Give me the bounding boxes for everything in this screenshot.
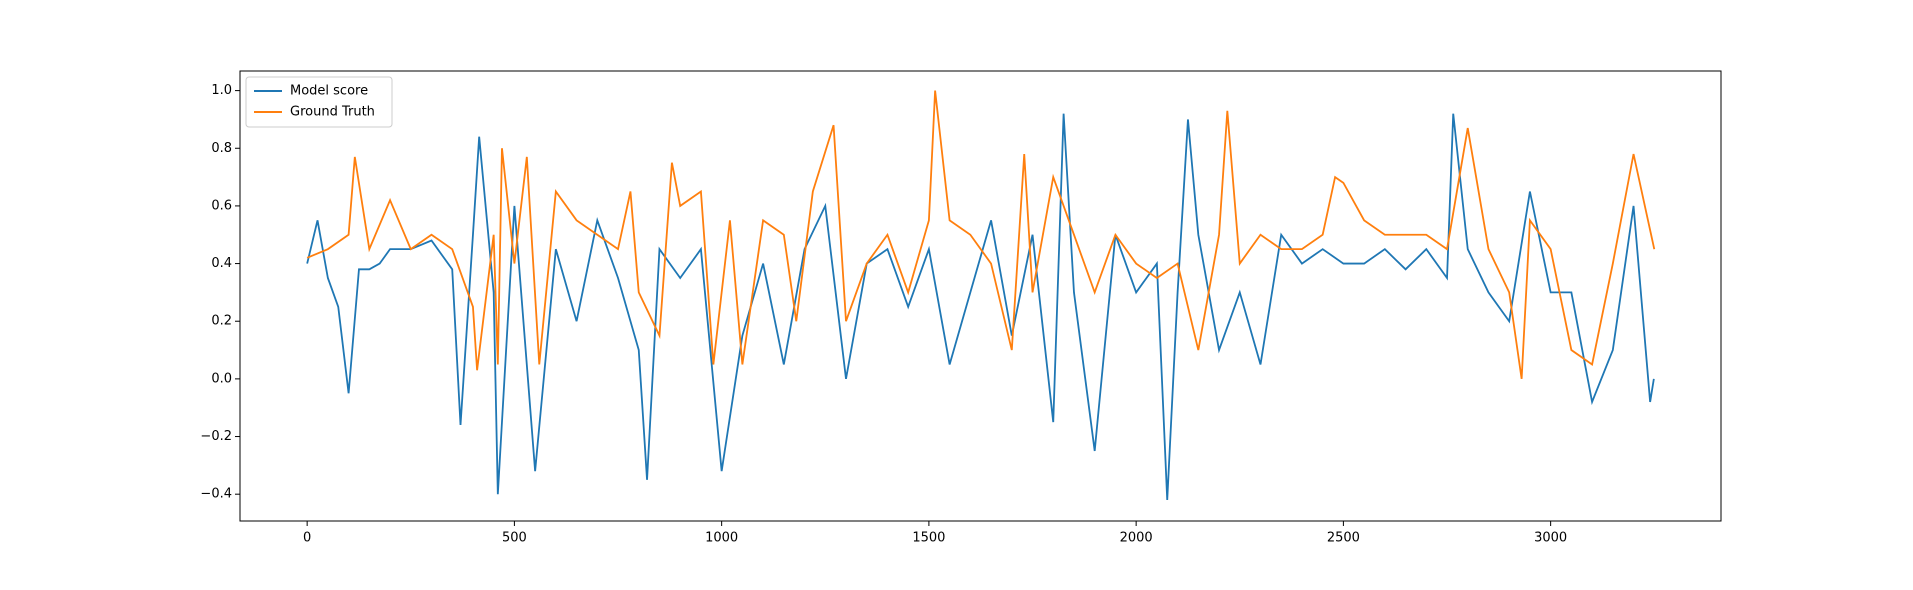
- x-tick-label: 0: [303, 531, 311, 546]
- data-line: [306, 113, 1655, 501]
- y-tick-label: 1.0: [211, 83, 232, 98]
- y-tick-label: −0.4: [200, 487, 232, 502]
- x-tick-label: 1500: [912, 531, 945, 546]
- y-tick-label: 0.0: [211, 371, 232, 386]
- legend-label: Model score: [290, 84, 368, 99]
- y-tick-label: 0.6: [211, 198, 232, 213]
- x-tick-label: 1000: [705, 531, 738, 546]
- data-line: [306, 90, 1656, 380]
- plot-frame: [239, 70, 1722, 522]
- x-tick-label: 3000: [1534, 531, 1567, 546]
- y-tick-label: 0.4: [211, 256, 232, 271]
- y-tick-label: 0.2: [211, 314, 232, 329]
- legend-label: Ground Truth: [290, 105, 375, 120]
- x-tick-label: 2000: [1120, 531, 1153, 546]
- y-tick-label: 0.8: [211, 141, 232, 156]
- x-tick-label: 500: [502, 531, 527, 546]
- legend-box: [245, 76, 393, 128]
- y-tick-label: −0.2: [200, 429, 232, 444]
- x-tick-label: 2500: [1327, 531, 1360, 546]
